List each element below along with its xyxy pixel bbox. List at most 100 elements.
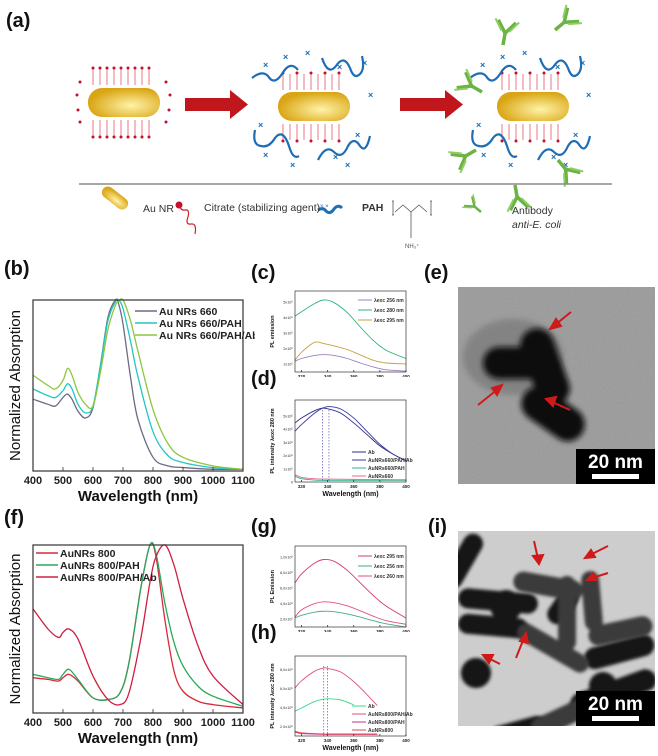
series-line-0 bbox=[294, 698, 354, 712]
y-axis-label: PL Emission bbox=[270, 569, 276, 603]
y-tick-label: 1,0x10⁶ bbox=[280, 555, 293, 559]
y-tick-label: 2x10⁵ bbox=[283, 454, 293, 458]
legend-antibody-2: anti-E. coli bbox=[512, 219, 562, 231]
x-tick-label: 600 bbox=[84, 475, 102, 487]
legend-entry-label: AuNRs800/PAH/Ab bbox=[368, 712, 413, 718]
x-axis-label: Wavelength (nm) bbox=[78, 730, 198, 747]
svg-text:NH₃⁺: NH₃⁺ bbox=[405, 243, 419, 250]
svg-text:×: × bbox=[263, 60, 268, 70]
legend-entry-label: λexc 295 nm bbox=[374, 318, 404, 324]
legend-entry-label: Ab bbox=[368, 704, 375, 710]
svg-text:×: × bbox=[362, 58, 367, 68]
x-tick-label: 380 bbox=[376, 738, 384, 743]
x-tick-label: 380 bbox=[376, 484, 384, 489]
chart-c-pl-emission: 320 340 360 380 400 1x10⁵ 2x10⁵ 3x10⁵ 4x10⁵ 5x10⁵… bbox=[270, 290, 410, 377]
x-tick-label: 360 bbox=[350, 629, 358, 632]
x-tick-label: 500 bbox=[54, 475, 72, 487]
legend-entry-label: λexc 295 nm bbox=[374, 554, 404, 560]
legend-citrate: Citrate (stabilizing agent) bbox=[204, 202, 321, 214]
y-axis-label: Normalized Absorption bbox=[7, 554, 24, 705]
svg-text:×: × bbox=[263, 150, 268, 160]
y-axis-label: PL intensity λexc 280 nm bbox=[270, 408, 276, 473]
chart-b-absorption: 400 500 600 700 800 900 1000 1100 Wavelength (nm… bbox=[7, 298, 255, 505]
scale-bar-label-e: 20 nm bbox=[588, 452, 643, 473]
chart-g-plot: 320 340 360 380 400 2,0x10⁵ 4,0x10⁵ 6,0x10⁵ 8,0x… bbox=[270, 545, 410, 632]
citrate-legend-icon bbox=[175, 201, 197, 235]
y-tick-label: 8,0x10⁵ bbox=[280, 571, 293, 575]
svg-text:×: × bbox=[580, 58, 585, 68]
series-line-3 bbox=[294, 730, 378, 735]
legend-pah: PAH bbox=[362, 202, 384, 214]
svg-text:×: × bbox=[345, 160, 350, 170]
series-line-1 bbox=[294, 667, 378, 706]
x-tick-label: 320 bbox=[298, 738, 306, 743]
arrow-right-icon-2 bbox=[400, 90, 463, 119]
svg-text:×: × bbox=[368, 90, 373, 100]
x-tick-label: 340 bbox=[324, 374, 332, 377]
x-tick-label: 360 bbox=[350, 484, 358, 489]
x-tick-label: 800 bbox=[144, 717, 162, 729]
y-axis-label: Normalized Absorption bbox=[7, 310, 24, 461]
legend-entry-label: Au NRs 660/PAH bbox=[159, 318, 242, 330]
svg-text:×: × bbox=[508, 160, 513, 170]
legend-antibody-1: Antibody bbox=[512, 205, 553, 217]
x-tick-label: 400 bbox=[24, 475, 42, 487]
x-tick-label: 1100 bbox=[231, 475, 255, 487]
svg-text:×: × bbox=[500, 52, 505, 62]
plot-frame bbox=[32, 544, 244, 714]
chart-d-pl-intensity: 320 340 360 380 400 0 1x10⁵ 2x10⁵ 3x10⁵ 4x10⁵ 5x10… bbox=[270, 399, 413, 498]
x-tick-label: 800 bbox=[144, 475, 162, 487]
x-tick-label: 600 bbox=[84, 717, 102, 729]
panel-label-e: (e) bbox=[424, 262, 449, 284]
svg-text:×: × bbox=[337, 62, 342, 72]
series-line-2 bbox=[294, 475, 406, 481]
nanorod-citrate bbox=[88, 88, 160, 117]
legend-entry-label: AuNRs660 bbox=[368, 474, 393, 480]
series-line-0 bbox=[294, 354, 407, 372]
panel-label-d: (d) bbox=[251, 368, 277, 390]
y-tick-label: 4,0x10⁵ bbox=[280, 602, 293, 606]
x-tick-label: 1100 bbox=[231, 717, 255, 729]
svg-text:×: × bbox=[305, 48, 310, 58]
svg-text:×: × bbox=[476, 120, 481, 130]
x-tick-label: 380 bbox=[376, 629, 384, 632]
y-tick-label: 5x10⁵ bbox=[283, 300, 293, 304]
x-tick-label: 340 bbox=[324, 738, 332, 743]
svg-text:×: × bbox=[481, 150, 486, 160]
y-tick-label: 0 bbox=[291, 481, 293, 485]
panel-label-b: (b) bbox=[4, 258, 30, 280]
plot-frame bbox=[32, 299, 244, 472]
x-tick-label: 400 bbox=[402, 738, 410, 743]
scale-bar-i: 20 nm bbox=[576, 691, 655, 726]
chart-h-plot: 320 340 360 380 400 2,0x10⁵ 4,0x10⁵ 6,0x10⁵ 8,0x… bbox=[270, 655, 410, 752]
svg-text:×: × bbox=[586, 90, 591, 100]
series-line-2 bbox=[294, 341, 407, 365]
x-tick-label: 400 bbox=[402, 629, 410, 632]
plot-frame bbox=[294, 399, 407, 483]
scale-bar-e: 20 nm bbox=[576, 449, 655, 484]
y-axis-label: PL emission bbox=[270, 315, 276, 348]
series-line-2 bbox=[32, 298, 244, 470]
x-tick-label: 500 bbox=[54, 717, 72, 729]
pah-legend-icon: × × bbox=[317, 204, 344, 215]
chart-d-plot: 320 340 360 380 400 0 1x10⁵ 2x10⁵ 3x10⁵ 4x10⁵ 5x10… bbox=[270, 399, 410, 498]
pah-formula-icon bbox=[392, 200, 432, 238]
red-arrow-icon bbox=[477, 311, 572, 411]
citrate-shell-1 bbox=[92, 69, 150, 136]
x-tick-label: 380 bbox=[376, 374, 384, 377]
svg-text:×: × bbox=[258, 120, 263, 130]
legend-entry-label: AuNRs660/PAH bbox=[368, 466, 405, 472]
series-line-2 bbox=[32, 544, 244, 706]
legend-entry-label: Au NRs 660/PAH/Ab bbox=[159, 330, 255, 342]
legend-entry-label: λexc 256 nm bbox=[374, 564, 404, 570]
chart-g-legend: λexc 295 nm λexc 256 nm λexc 260 nm bbox=[358, 554, 404, 580]
x-tick-label: 900 bbox=[174, 475, 192, 487]
y-tick-label: 5x10⁵ bbox=[283, 414, 293, 418]
svg-text:× ×: × × bbox=[320, 204, 329, 210]
series-line-1 bbox=[32, 298, 244, 470]
svg-text:×: × bbox=[480, 60, 485, 70]
legend-entry-label: AuNRs800 bbox=[368, 728, 393, 734]
y-tick-label: 2x10⁵ bbox=[283, 347, 293, 351]
